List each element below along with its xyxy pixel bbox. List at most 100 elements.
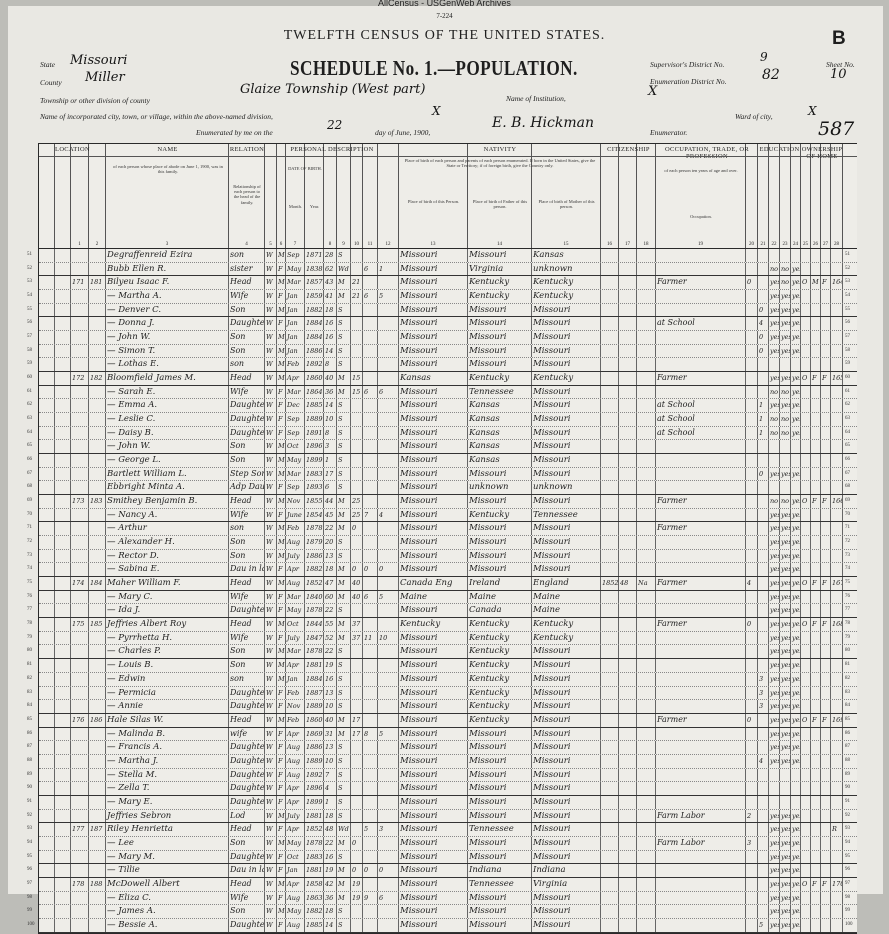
cell-st bbox=[39, 358, 55, 372]
cell-fh bbox=[821, 604, 831, 618]
cell-un bbox=[746, 481, 758, 495]
cell-fh: F bbox=[821, 372, 831, 385]
cell-o bbox=[801, 686, 811, 700]
cell-bf: Missouri bbox=[468, 536, 532, 549]
cell-ms: M bbox=[337, 522, 351, 536]
cell-ym: 21 bbox=[351, 276, 363, 290]
cell-y: 1892 bbox=[305, 358, 324, 372]
cell-un bbox=[746, 440, 758, 454]
cell-bm: Maine bbox=[532, 590, 601, 604]
cell-rel: Daughter bbox=[229, 426, 265, 440]
cell-occ bbox=[656, 700, 746, 713]
cell-d bbox=[71, 891, 89, 905]
cell-st bbox=[39, 385, 55, 399]
cell-m: Jan bbox=[286, 317, 305, 331]
cell-occ bbox=[656, 686, 746, 700]
cell-bm: Kentucky bbox=[532, 276, 601, 290]
cell-o: O bbox=[801, 877, 811, 891]
cell-o bbox=[801, 727, 811, 741]
cell-c: W bbox=[265, 536, 277, 549]
row-number-right: 96 bbox=[845, 867, 850, 873]
cell-y: 1858 bbox=[305, 877, 324, 891]
cell-im bbox=[601, 440, 619, 454]
cell-bf: Missouri bbox=[468, 850, 532, 864]
cell-bm: Missouri bbox=[532, 426, 601, 440]
cell-un: 0 bbox=[746, 713, 758, 727]
cell-bm: Kentucky bbox=[532, 618, 601, 631]
column-header-fr: 26 bbox=[811, 144, 821, 248]
cell-o bbox=[801, 536, 811, 549]
cell-bf: Kentucky bbox=[468, 713, 532, 727]
cell-no bbox=[831, 454, 843, 467]
cell-fh bbox=[821, 891, 831, 905]
cell-no: 165 bbox=[831, 372, 843, 385]
cell-fh bbox=[821, 563, 831, 577]
table-row: — Bessie A. Daughter W F Aug 1885 14 S Missouri M… bbox=[27, 918, 857, 933]
cell-d: 173 bbox=[71, 495, 89, 508]
supervisor-label: Supervisor's District No. bbox=[650, 60, 725, 69]
cell-un bbox=[746, 508, 758, 522]
cell-ym bbox=[351, 700, 363, 713]
cell-a: 14 bbox=[324, 918, 337, 932]
cell-na bbox=[637, 700, 656, 713]
cell-o bbox=[801, 385, 811, 399]
cell-m: Aug bbox=[286, 577, 305, 590]
cell-en: yes bbox=[791, 918, 801, 932]
cell-y: 1855 bbox=[305, 495, 324, 508]
cell-bp: Maine bbox=[399, 590, 468, 604]
cell-m: Dec bbox=[286, 399, 305, 413]
cell-wr: yes bbox=[780, 317, 791, 331]
cell-occ bbox=[656, 918, 746, 932]
cell-wr: yes bbox=[780, 536, 791, 549]
cell-m: Jan bbox=[286, 331, 305, 344]
cell-ym: 40 bbox=[351, 577, 363, 590]
cell-im bbox=[601, 290, 619, 303]
column-header-en: 24 bbox=[791, 144, 801, 248]
cell-en bbox=[791, 795, 801, 809]
cell-d: 177 bbox=[71, 823, 89, 836]
cell-f bbox=[89, 604, 106, 618]
cell-lv: 1 bbox=[378, 262, 399, 276]
cell-o bbox=[801, 249, 811, 262]
cell-sc: 5 bbox=[758, 918, 769, 932]
cell-bp: Missouri bbox=[399, 631, 468, 645]
cell-wr: yes bbox=[780, 754, 791, 768]
table-row: — Eliza C. Wife W F Aug 1863 36 M 19 9 6 Missouri Mi… bbox=[27, 891, 857, 906]
cell-name: Bilyeu Isaac F. bbox=[106, 276, 229, 290]
cell-yu bbox=[619, 426, 637, 440]
row-number-right: 63 bbox=[845, 416, 850, 422]
cell-o bbox=[801, 645, 811, 659]
table-row: — Francis A. Daughter W F Aug 1886 13 S Missouri… bbox=[27, 741, 857, 755]
cell-o bbox=[801, 754, 811, 768]
cell-sc bbox=[758, 645, 769, 659]
cell-ym: 15 bbox=[351, 372, 363, 385]
cell-en: yes bbox=[791, 508, 801, 522]
cell-st bbox=[39, 864, 55, 877]
cell-f bbox=[89, 631, 106, 645]
cell-fh: F bbox=[821, 495, 831, 508]
cell-s: F bbox=[277, 399, 286, 413]
cell-name: — Permicia bbox=[106, 686, 229, 700]
cell-st bbox=[39, 303, 55, 317]
cell-un bbox=[746, 549, 758, 563]
cell-ms: M bbox=[337, 727, 351, 741]
cell-y: 1889 bbox=[305, 413, 324, 426]
cell-occ bbox=[656, 645, 746, 659]
cell-yu bbox=[619, 727, 637, 741]
cell-na bbox=[637, 918, 656, 932]
cell-hn bbox=[55, 262, 71, 276]
cell-yu bbox=[619, 618, 637, 631]
cell-yu bbox=[619, 686, 637, 700]
cell-ch: 6 bbox=[363, 590, 378, 604]
cell-rd: yes bbox=[769, 317, 780, 331]
cell-wr: yes bbox=[780, 467, 791, 481]
row-number-left: 63 bbox=[27, 416, 32, 422]
cell-o bbox=[801, 891, 811, 905]
cell-sc bbox=[758, 590, 769, 604]
cell-m: Mar bbox=[286, 276, 305, 290]
cell-m: June bbox=[286, 508, 305, 522]
cell-rd: yes bbox=[769, 754, 780, 768]
cell-c: W bbox=[265, 563, 277, 577]
cell-en: yes bbox=[791, 317, 801, 331]
cell-sc bbox=[758, 495, 769, 508]
